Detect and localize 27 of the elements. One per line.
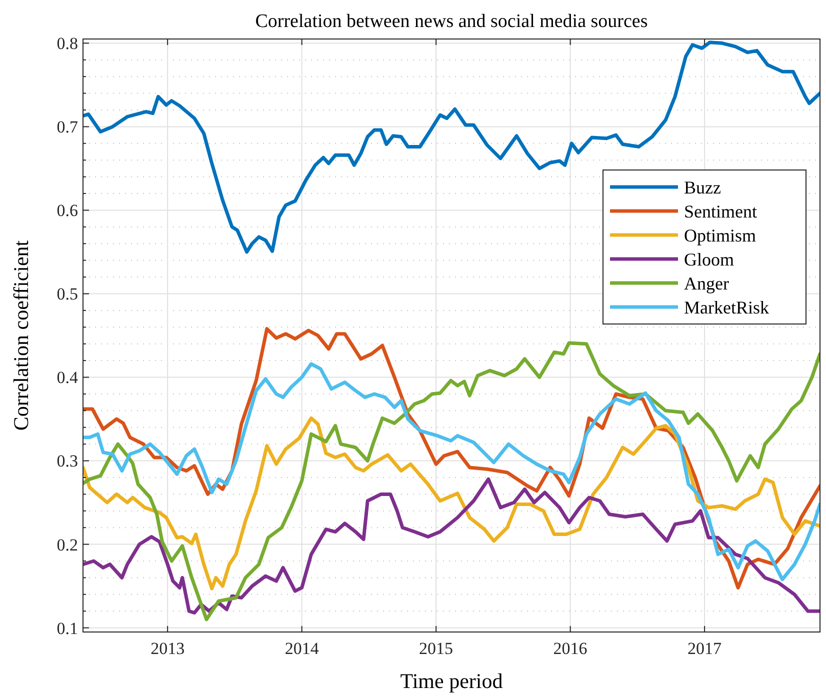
line-series — [83, 40, 820, 254]
legend-label: MarketRisk — [684, 297, 769, 318]
x-tick-label: 2016 — [553, 639, 588, 658]
x-tick-label: 2015 — [419, 639, 454, 658]
legend-label: Optimism — [684, 225, 756, 246]
legend-label: Buzz — [684, 177, 721, 198]
y-tick-label: 0.7 — [56, 118, 78, 137]
x-tick-label: 2014 — [284, 639, 320, 658]
y-tick-label: 0.8 — [56, 34, 78, 54]
y-axis-title: Correlation coefficient — [9, 240, 33, 431]
x-tick-label: 2017 — [688, 639, 722, 658]
line-series — [83, 477, 820, 615]
y-tick-label: 0.3 — [56, 452, 78, 471]
chart-title: Correlation between news and social media sources — [255, 11, 648, 32]
y-tick-label: 0.2 — [56, 535, 78, 554]
x-axis-title: Time period — [400, 669, 504, 693]
y-tick-label: 0.4 — [56, 368, 78, 388]
line-series — [83, 341, 820, 622]
x-tick-label: 2013 — [150, 639, 185, 658]
legend-label: Sentiment — [684, 201, 757, 222]
y-tick-label: 0.5 — [56, 284, 78, 304]
y-tick-label: 0.6 — [56, 201, 78, 220]
y-tick-label: 0.1 — [56, 618, 78, 638]
legend-label: Gloom — [684, 249, 734, 270]
line-series — [83, 362, 820, 582]
legend-label: Anger — [684, 273, 729, 294]
line-series — [83, 416, 820, 590]
